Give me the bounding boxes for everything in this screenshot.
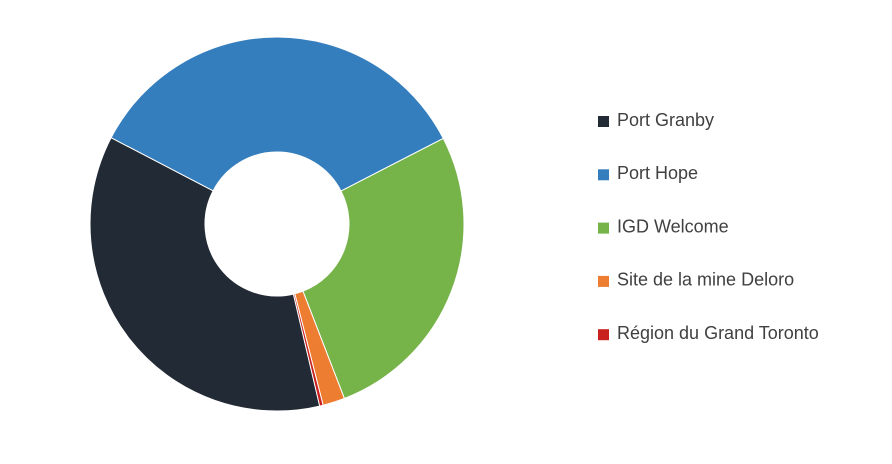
legend-swatch [598,169,609,181]
donut-slice [302,137,465,400]
legend-swatch [598,116,609,127]
legend-label: Site de la mine Deloro [617,270,794,290]
legend-label: Port Granby [617,110,714,130]
donut-slice [292,293,324,407]
legend-swatch [598,275,609,287]
legend-label: Port Hope [617,163,698,183]
legend-label: Région du Grand Toronto [617,323,819,343]
legend-swatch [598,222,609,234]
donut-slice [89,137,321,412]
legend-swatch [598,329,609,341]
donut-slice [110,36,444,192]
legend-label: IGD Welcome [617,216,729,236]
